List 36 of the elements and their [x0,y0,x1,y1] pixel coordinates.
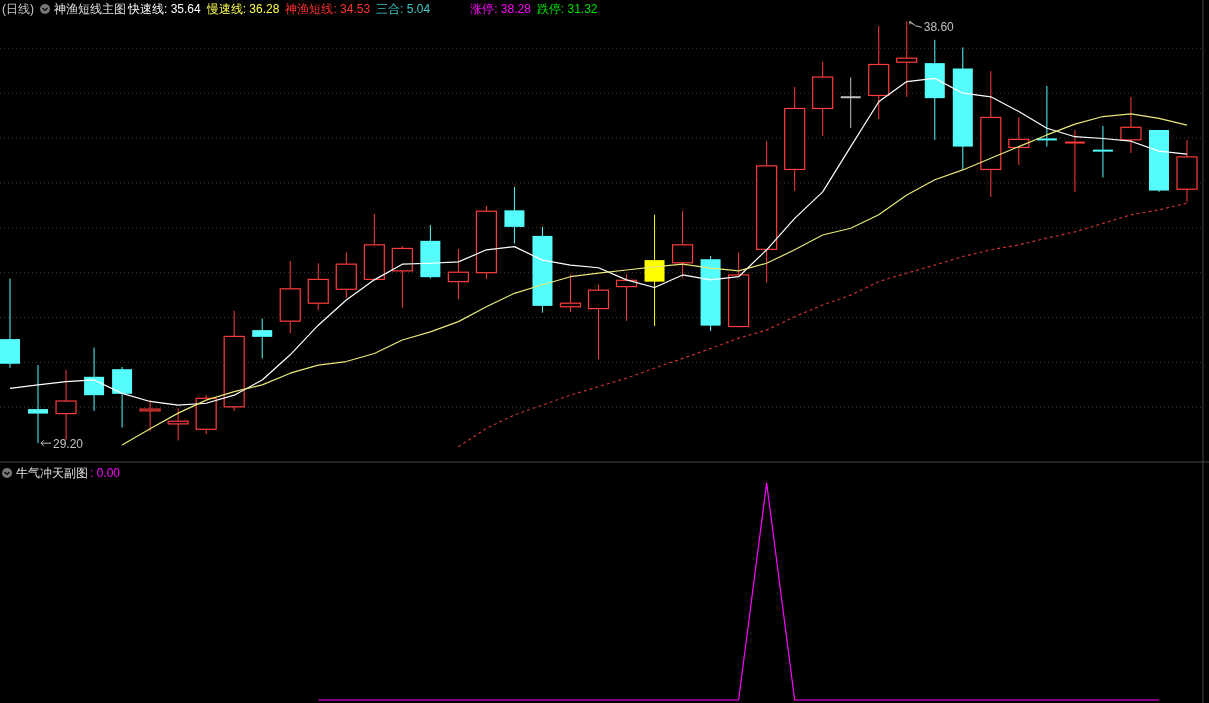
candlestick [139,399,161,432]
candlestick [447,248,469,300]
candlestick [980,70,1002,198]
candlestick [55,369,77,441]
chart-title: (日线) [2,2,34,16]
candlestick [1091,125,1114,179]
chart-title: 牛气冲天副图 [16,466,88,480]
candlestick [167,407,189,442]
candlestick [391,245,413,309]
candlestick [1120,96,1142,154]
candlestick [279,260,301,334]
candlestick [868,25,890,120]
annotation: 38.60 [923,20,955,35]
candlestick [587,284,610,360]
candlestick [644,214,665,327]
candlestick [1035,85,1058,148]
text: 慢速线: 36.28 [205,2,280,16]
text: : 0.00 [90,466,121,480]
candlestick [839,76,862,129]
candlestick [784,86,806,192]
text: 快速线: 35.64 [127,2,202,16]
text: 三合: 5.04 [376,2,431,16]
candlestick [252,317,273,359]
text: 跌停: 31.32 [536,2,598,16]
candlestick [1063,129,1086,193]
text: 神渔短线: 34.53 [285,2,371,16]
text: 涨停: 38.28 [470,2,532,16]
candlestick [756,140,778,284]
candlestick [812,61,834,137]
candlestick [475,205,498,280]
candlestick [1176,139,1198,203]
chart-subtitle: 神渔短线主图 [54,2,126,16]
candlestick [504,186,525,245]
annotation: 29.20 [53,437,84,452]
candlestick [84,347,105,412]
candlestick [1008,116,1030,166]
